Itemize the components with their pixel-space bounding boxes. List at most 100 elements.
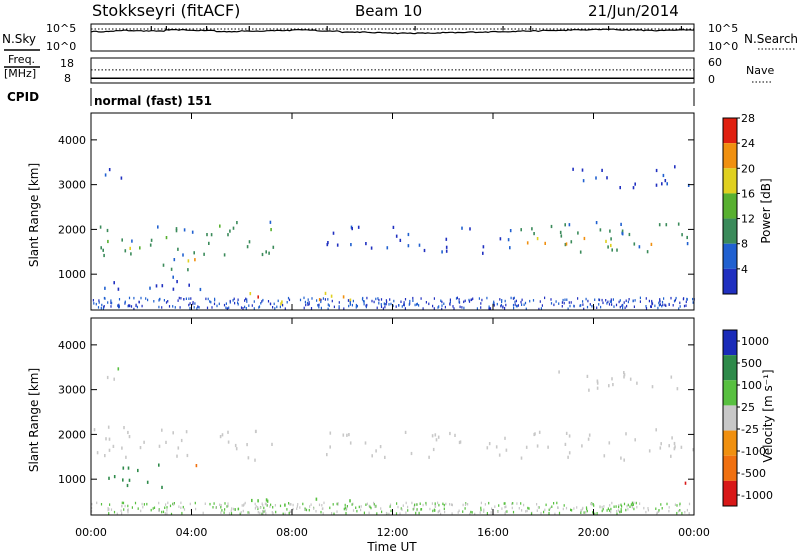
range-cell xyxy=(562,298,564,302)
range-cell xyxy=(658,510,660,513)
range-cell xyxy=(621,229,624,233)
velocity-panel: 1000 2000 3000 4000 Slant Range [km] 1000 50… xyxy=(27,317,775,516)
range-cell xyxy=(324,291,327,295)
range-cell xyxy=(509,246,511,250)
range-cell xyxy=(380,305,383,308)
colorbar-frame xyxy=(722,117,738,295)
range-cell xyxy=(664,179,667,183)
range-cell xyxy=(679,509,681,512)
range-cell xyxy=(170,267,173,271)
range-cell xyxy=(465,502,467,505)
nsearch-label: N.Search xyxy=(744,32,798,46)
range-cell xyxy=(686,242,689,246)
range-cell xyxy=(536,509,538,512)
range-cell xyxy=(580,511,582,514)
range-cell xyxy=(586,305,589,309)
range-cell xyxy=(580,304,582,307)
range-cell xyxy=(232,299,234,302)
range-cell xyxy=(573,507,575,510)
range-cell xyxy=(404,307,406,310)
range-cell xyxy=(265,498,268,502)
range-cell xyxy=(626,505,628,508)
range-cell xyxy=(268,251,270,255)
range-cell xyxy=(355,306,357,309)
range-cell xyxy=(480,501,482,505)
range-cell xyxy=(390,302,392,306)
range-cell xyxy=(441,250,443,254)
range-cell xyxy=(302,502,304,506)
range-cell xyxy=(244,299,246,302)
range-cell xyxy=(173,503,175,506)
range-cell xyxy=(418,511,420,515)
range-cell xyxy=(352,502,354,506)
range-cell xyxy=(304,300,306,304)
range-cell xyxy=(356,509,358,513)
range-cell xyxy=(445,502,447,506)
range-cell xyxy=(442,502,444,506)
range-cell xyxy=(583,511,585,514)
range-cell xyxy=(496,302,498,306)
range-cell xyxy=(344,503,346,507)
range-cell xyxy=(678,307,680,310)
range-cell xyxy=(679,305,681,308)
range-cell xyxy=(540,307,542,310)
range-cell xyxy=(120,509,122,512)
range-cell xyxy=(449,302,451,305)
range-cell xyxy=(484,503,486,506)
colorbar-tick-label: -1000 xyxy=(741,489,773,502)
range-cell xyxy=(521,303,523,306)
y-tick-label: 4000 xyxy=(58,339,86,352)
colorbar-tick-label: 500 xyxy=(741,357,762,370)
range-cell xyxy=(544,296,546,300)
range-cell xyxy=(178,505,180,508)
range-cell xyxy=(599,228,602,232)
range-cell xyxy=(382,307,384,310)
range-cell xyxy=(396,502,398,505)
range-cell xyxy=(121,238,123,242)
range-cell xyxy=(627,503,629,507)
range-cell xyxy=(100,246,102,250)
range-cell xyxy=(282,512,284,516)
range-cell xyxy=(261,502,263,505)
range-cell xyxy=(402,504,404,507)
range-cell xyxy=(163,299,165,302)
range-cell xyxy=(480,306,482,309)
range-cell xyxy=(249,292,252,296)
range-cell xyxy=(416,303,418,306)
velocity-cbar-label: Velocity [m s⁻¹] xyxy=(761,369,775,462)
range-cell xyxy=(174,306,176,309)
range-cell xyxy=(480,302,482,305)
range-cell xyxy=(504,505,506,509)
range-cell xyxy=(123,426,125,430)
range-cell xyxy=(531,227,533,231)
range-cell xyxy=(223,511,225,514)
x-tick-label: 16:00 xyxy=(477,526,509,539)
range-cell xyxy=(98,301,100,304)
range-cell xyxy=(458,298,460,301)
range-cell xyxy=(515,299,517,303)
range-cell xyxy=(133,307,135,311)
range-cell xyxy=(539,300,541,303)
range-cell xyxy=(498,504,500,507)
colorbar-tick-label: 12 xyxy=(741,213,755,226)
range-cell xyxy=(194,302,196,305)
range-cell xyxy=(438,510,440,513)
range-cell xyxy=(331,299,333,303)
range-cell xyxy=(127,430,129,435)
range-cell xyxy=(517,304,519,307)
range-cell xyxy=(651,301,653,304)
range-cell xyxy=(104,286,106,290)
range-cell xyxy=(173,258,176,262)
range-cell xyxy=(264,502,266,506)
range-cell xyxy=(188,297,190,300)
x-tick-label: 00:00 xyxy=(75,526,107,539)
range-cell xyxy=(565,506,568,510)
range-cell xyxy=(332,231,335,235)
y-tick-label: 2000 xyxy=(58,428,86,441)
range-cell xyxy=(681,511,683,515)
range-cell xyxy=(558,302,560,305)
range-cell xyxy=(355,303,357,307)
range-cell xyxy=(425,503,427,506)
range-cell xyxy=(375,297,377,301)
